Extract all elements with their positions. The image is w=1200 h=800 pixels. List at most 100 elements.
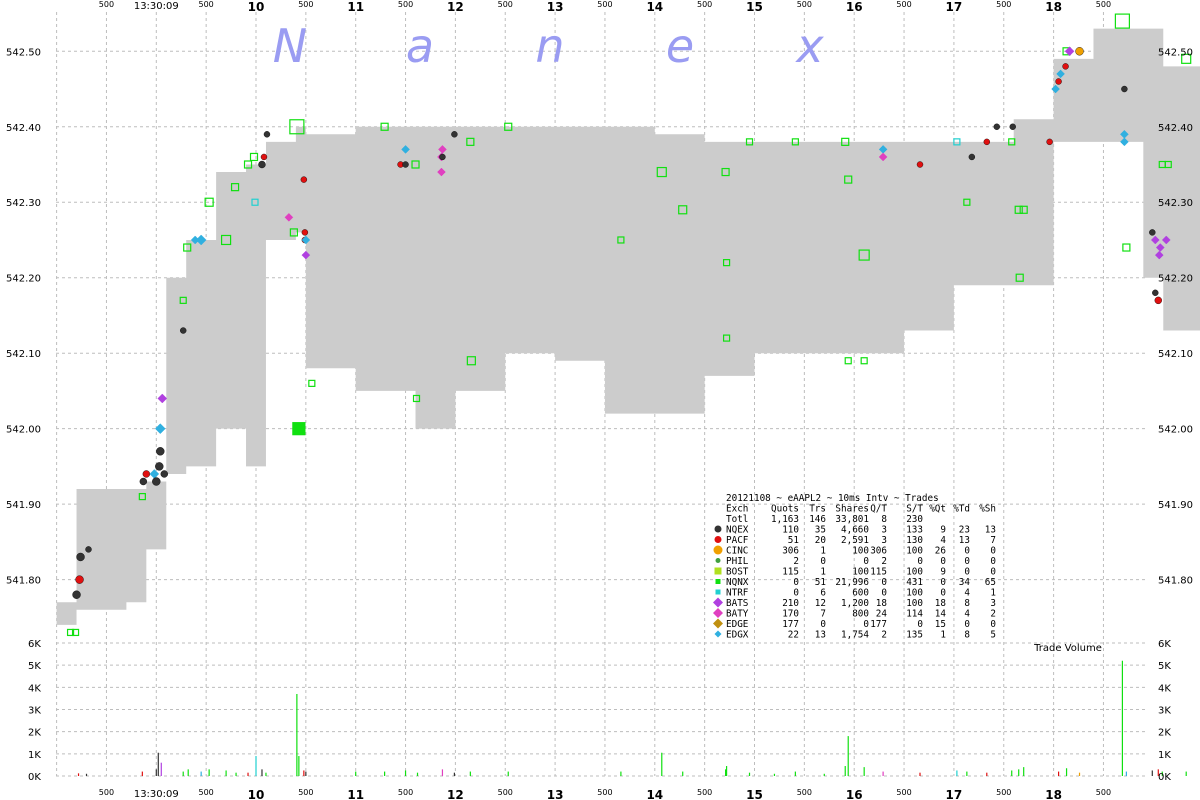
trade-marker-nqnx <box>243 160 253 169</box>
stats-row-nqnx-cell: 65 <box>985 577 996 588</box>
trade-marker-nqex <box>155 462 164 471</box>
exchange-stats-table: 20121108 ~ eAAPL2 ~ 10ms Intv ~ TradesEx… <box>713 493 996 641</box>
trade-marker-nqnx <box>1181 53 1192 64</box>
trade-marker-baty <box>438 145 447 154</box>
stats-row-nqex-cell: NQEX <box>726 525 749 536</box>
volume-tick-left: 1K <box>28 750 41 761</box>
time-tick-bottom: 12 <box>447 788 464 800</box>
stats-row-bost-cell: 0 <box>990 567 996 578</box>
time-tick-top: 18 <box>1045 0 1062 14</box>
price-tick-left: 542.40 <box>6 123 41 134</box>
stats-row-edgx-cell: 1 <box>940 630 946 641</box>
stats-row-nqex-cell: 4,660 <box>841 525 869 536</box>
trade-marker-nqnx <box>656 166 667 178</box>
stats-row-bost-cell: 115 <box>870 567 887 578</box>
stats-row-cinc-cell: 306 <box>870 546 887 557</box>
price-tick-left: 542.20 <box>6 274 41 285</box>
stats-row-cinc-cell: CINC <box>726 546 748 557</box>
stats-row-edge-cell: 0 <box>990 619 996 630</box>
trade-marker-nqnx <box>1014 205 1023 214</box>
trade-marker-nqnx <box>722 334 731 342</box>
stats-row-bats-cell: BATS <box>726 598 748 609</box>
stats-header-cell: S/T <box>906 504 923 515</box>
time-tick-bottom: 11 <box>347 788 364 800</box>
stats-row-baty-cell: 14 <box>935 609 947 620</box>
stats-row-edge-cell: 0 <box>917 619 923 630</box>
trade-marker-nqex <box>152 477 161 486</box>
trade-marker-nqex <box>1149 229 1156 236</box>
stats-row-pacf-cell: 4 <box>940 535 946 546</box>
volume-tick-left: 0K <box>28 772 41 783</box>
time-tick-top: 500 <box>199 0 214 9</box>
legend-marker-edge <box>713 618 723 629</box>
trade-marker-nqnx <box>1015 273 1024 282</box>
trade-marker-nqnx <box>292 422 306 436</box>
volume-tick-left: 4K <box>28 683 41 694</box>
stats-row-edgx-cell: 135 <box>906 630 923 641</box>
stats-total-cell: 1,163 <box>771 514 799 525</box>
trade-marker-nqnx <box>1114 13 1130 29</box>
stats-row-baty-cell: BATY <box>726 609 749 620</box>
trade-marker-nqnx <box>617 236 625 244</box>
trade-marker-bats <box>1154 250 1164 260</box>
legend-marker-bats <box>713 597 723 608</box>
stats-row-edge-cell: 0 <box>964 619 970 630</box>
stats-row-pacf-cell: 2,591 <box>841 535 869 546</box>
stats-row-nqnx-cell: 431 <box>906 577 923 588</box>
trade-marker-pacf <box>983 138 991 146</box>
stats-row-cinc-cell: 100 <box>852 546 869 557</box>
stats-row-ntrf-cell: NTRF <box>726 588 749 599</box>
trade-marker-bats <box>301 250 311 260</box>
trade-marker-nqnx <box>841 137 850 146</box>
trade-marker-cinc <box>1075 47 1084 56</box>
trade-marker-nqex <box>439 153 446 161</box>
legend-marker-phil <box>715 558 721 563</box>
time-tick-top: 500 <box>597 0 612 9</box>
stats-header-cell: Q/T <box>870 504 887 515</box>
time-tick-bottom: 500 <box>199 788 214 797</box>
trade-marker-nqnx <box>791 138 799 146</box>
time-tick-top: 11 <box>347 0 364 14</box>
stats-row-nqex-cell: 9 <box>940 525 946 536</box>
time-tick-top: 500 <box>99 0 114 9</box>
stats-row-bost-cell: 100 <box>852 567 869 578</box>
price-tick-left: 542.30 <box>6 198 41 209</box>
stats-row-cinc-cell: 26 <box>935 546 946 557</box>
nbbo-spread <box>56 28 1200 625</box>
stats-row-edgx-cell: EDGX <box>726 630 749 641</box>
watermark-letter: x <box>794 19 824 73</box>
trade-marker-nqnx <box>466 137 475 146</box>
price-tick-right: 542.00 <box>1158 425 1193 436</box>
stats-row-pacf-cell: 20 <box>815 535 826 546</box>
stats-row-cinc-cell: 1 <box>820 546 826 557</box>
stats-row-ntrf-cell: 100 <box>906 588 923 599</box>
volume-tick-left: 5K <box>28 661 41 672</box>
stats-row-phil-cell: 0 <box>990 556 996 567</box>
watermark-letter: n <box>535 19 564 73</box>
stats-row-edgx-cell: 1,754 <box>841 630 869 641</box>
trade-marker-nqex <box>451 131 458 138</box>
time-tick-bottom: 15 <box>746 788 763 800</box>
trade-marker-nqnx <box>466 356 476 366</box>
price-tick-right: 542.30 <box>1158 198 1193 209</box>
stats-row-nqnx-cell: 21,996 <box>835 577 869 588</box>
time-tick-bottom: 13:30:09 <box>134 789 179 800</box>
volume-tick-left: 2K <box>28 728 41 739</box>
trade-marker-nqex <box>156 447 165 456</box>
trade-marker-nqnx <box>308 379 316 387</box>
stats-title: 20121108 ~ eAAPL2 ~ 10ms Intv ~ Trades <box>726 493 939 504</box>
stats-row-nqnx-cell: 0 <box>881 577 887 588</box>
legend-marker-nqnx <box>715 579 721 584</box>
stats-row-baty-cell: 4 <box>964 609 970 620</box>
trade-volume-bars: Trade Volume <box>77 643 1187 776</box>
trade-marker-nqnx <box>678 205 688 215</box>
trade-marker-nqnx <box>220 234 232 246</box>
time-tick-top: 500 <box>797 0 812 9</box>
time-tick-bottom: 500 <box>298 788 313 797</box>
stats-row-bats-cell: 3 <box>990 598 996 609</box>
time-tick-top: 13:30:09 <box>134 1 179 12</box>
time-tick-top: 16 <box>846 0 863 14</box>
time-tick-bottom: 13 <box>547 788 564 800</box>
trade-marker-bats <box>1064 46 1075 57</box>
time-tick-bottom: 500 <box>996 788 1011 797</box>
